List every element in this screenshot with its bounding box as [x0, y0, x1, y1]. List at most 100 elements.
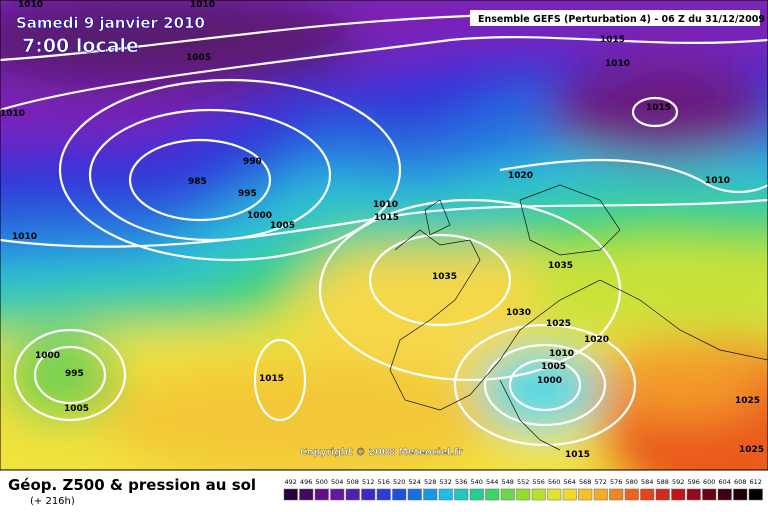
colorbar-label: 608	[734, 478, 746, 486]
colorbar-cell	[531, 488, 546, 501]
colorbar-label: 508	[347, 478, 359, 486]
isobar-label: 1030	[506, 308, 531, 318]
footer-lead: (+ 216h)	[30, 496, 75, 507]
colorbar-cell	[671, 488, 686, 501]
coastlines	[389, 184, 768, 451]
colorbar-label: 528	[424, 478, 436, 486]
colorbar-label: 524	[409, 478, 421, 486]
colorbar-label: 536	[455, 478, 467, 486]
colorbar-label: 596	[688, 478, 700, 486]
isobar-label: 990	[243, 157, 262, 167]
colorbar-cell	[485, 488, 500, 501]
colorbar-cell	[686, 488, 701, 501]
isobar-label: 1025	[546, 319, 571, 329]
colorbar-label: 544	[486, 478, 498, 486]
isobar-label: 1010	[605, 59, 630, 69]
isobar-label: 1015	[374, 213, 399, 223]
colorbar-cell	[702, 488, 717, 501]
colorbar-cell	[345, 488, 360, 501]
colorbar-cell	[733, 488, 748, 501]
isobar-label: 995	[238, 189, 257, 199]
colorbar-label: 592	[672, 478, 684, 486]
colorbar-cell	[299, 488, 314, 501]
isobar-label: 1000	[247, 211, 272, 221]
footer-title: Géop. Z500 & pression au sol	[8, 476, 256, 494]
isobar-label: 1010	[549, 349, 574, 359]
colorbar-cell	[748, 488, 763, 501]
colorbar-cell	[376, 488, 391, 501]
colorbar-label: 520	[393, 478, 405, 486]
isobar-label: 1015	[259, 374, 284, 384]
colorbar-cell	[392, 488, 407, 501]
isobar-label: 1020	[508, 171, 533, 181]
colorbar-label: 572	[595, 478, 607, 486]
isobar-label: 1020	[584, 335, 609, 345]
colorbar-cell	[516, 488, 531, 501]
colorbar-label: 496	[300, 478, 312, 486]
colorbar-cell	[469, 488, 484, 501]
isobar-label: 1010	[373, 200, 398, 210]
colorbar-cell	[717, 488, 732, 501]
colorbar-cell	[283, 488, 298, 501]
isobar-label: 1010	[12, 232, 37, 242]
isobar-label: 1015	[600, 35, 625, 45]
colorbar-label: 504	[331, 478, 343, 486]
isobar-label: 1000	[537, 376, 562, 386]
isobar-label: 1010	[190, 0, 215, 10]
colorbar-cell	[423, 488, 438, 501]
isobar-label: 1005	[270, 221, 295, 231]
colorbar-cell	[330, 488, 345, 501]
colorbar-cell	[593, 488, 608, 501]
colorbar-cell	[640, 488, 655, 501]
isobar-label: 985	[188, 177, 207, 187]
colorbar-label: 584	[641, 478, 653, 486]
isobar-label: 1015	[646, 103, 671, 113]
colorbar-cell	[562, 488, 577, 501]
colorbar-label: 604	[719, 478, 731, 486]
colorbar-cell	[547, 488, 562, 501]
isobar-label: 1025	[735, 396, 760, 406]
colorbar-label: 540	[471, 478, 483, 486]
isobar-label: 1005	[541, 362, 566, 372]
date: Samedi 9 janvier 2010	[16, 14, 205, 32]
model-box	[470, 10, 760, 26]
colorbar-label: 588	[657, 478, 669, 486]
colorbar-label: 548	[502, 478, 514, 486]
colorbar-label: 512	[362, 478, 374, 486]
colorbar-cell	[624, 488, 639, 501]
colorbar-cell	[438, 488, 453, 501]
colorbar-label: 600	[703, 478, 715, 486]
colorbar-cell	[361, 488, 376, 501]
colorbar-cell	[578, 488, 593, 501]
colorbar-label: 576	[610, 478, 622, 486]
isobar-label: 995	[65, 369, 84, 379]
isobar-label: 1000	[35, 351, 60, 361]
copyright: Copyright © 2008 Meteociel.fr	[300, 447, 463, 458]
colorbar-cell	[655, 488, 670, 501]
colorbar-label: 612	[750, 478, 762, 486]
time: 7:00 locale	[22, 35, 139, 57]
colorbar-label: 564	[564, 478, 576, 486]
model: Ensemble GEFS (Perturbation 4) - 06 Z du…	[478, 14, 765, 25]
colorbar-label: 516	[378, 478, 390, 486]
colorbar-label: 500	[316, 478, 328, 486]
isobar-label: 1005	[186, 53, 211, 63]
colorbar-label: 556	[533, 478, 545, 486]
colorbar-label: 560	[548, 478, 560, 486]
colorbar-cell	[500, 488, 515, 501]
colorbar-label: 580	[626, 478, 638, 486]
isobar-label: 1025	[739, 445, 764, 455]
colorbar-label: 492	[285, 478, 297, 486]
colorbar-cell	[314, 488, 329, 501]
colorbar-cell	[454, 488, 469, 501]
isobar-label: 1015	[565, 450, 590, 460]
isobar-label: 1035	[548, 261, 573, 271]
colorbar-label: 532	[440, 478, 452, 486]
map-frame	[0, 0, 768, 471]
isobar-label: 1035	[432, 272, 457, 282]
colorbar-label: 552	[517, 478, 529, 486]
isobar-label: 1010	[0, 109, 25, 119]
isobar-label: 1010	[18, 0, 43, 10]
